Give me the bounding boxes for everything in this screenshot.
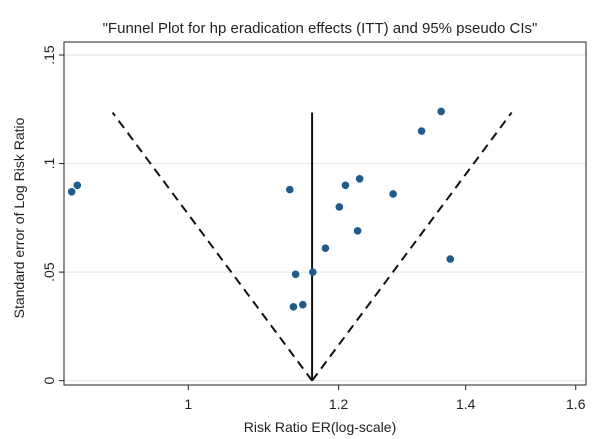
x-tick-label: 1.4: [456, 396, 476, 412]
y-axis-label: Standard error of Log Risk Ratio: [11, 117, 27, 318]
y-axis-ticks: 0 .05 .1 .15: [41, 45, 64, 385]
upper-ci-line: [311, 111, 513, 382]
y-tick-label: .15: [41, 45, 57, 65]
data-point: [335, 203, 344, 211]
data-point: [446, 255, 455, 263]
x-axis-ticks: 1 1.2 1.4 1.6: [184, 385, 586, 412]
chart-title: "Funnel Plot for hp eradication effects …: [103, 20, 538, 37]
y-tick-label: 0: [41, 377, 57, 385]
data-point: [299, 300, 307, 309]
funnel-lines: [111, 111, 513, 382]
data-point: [321, 244, 330, 253]
data-point: [289, 303, 298, 311]
data-point: [389, 190, 397, 198]
x-tick-label: 1.6: [566, 396, 586, 412]
lower-ci-line: [111, 111, 313, 382]
data-points: [67, 107, 455, 311]
data-point: [355, 174, 364, 183]
y-tick-label: .1: [41, 158, 57, 170]
y-tick-label: .05: [41, 262, 57, 282]
data-point: [73, 181, 82, 190]
data-point: [353, 227, 362, 235]
data-point: [417, 127, 426, 135]
x-tick-label: 1: [184, 396, 192, 412]
x-axis-label: Risk Ratio ER(log-scale): [244, 419, 396, 435]
data-point: [291, 270, 300, 279]
plot-frame: [63, 41, 587, 386]
data-point: [67, 187, 76, 196]
data-point: [309, 268, 317, 276]
data-point: [341, 181, 350, 190]
data-point: [286, 185, 294, 194]
x-tick-label: 1.2: [329, 396, 349, 412]
data-point: [437, 107, 445, 116]
